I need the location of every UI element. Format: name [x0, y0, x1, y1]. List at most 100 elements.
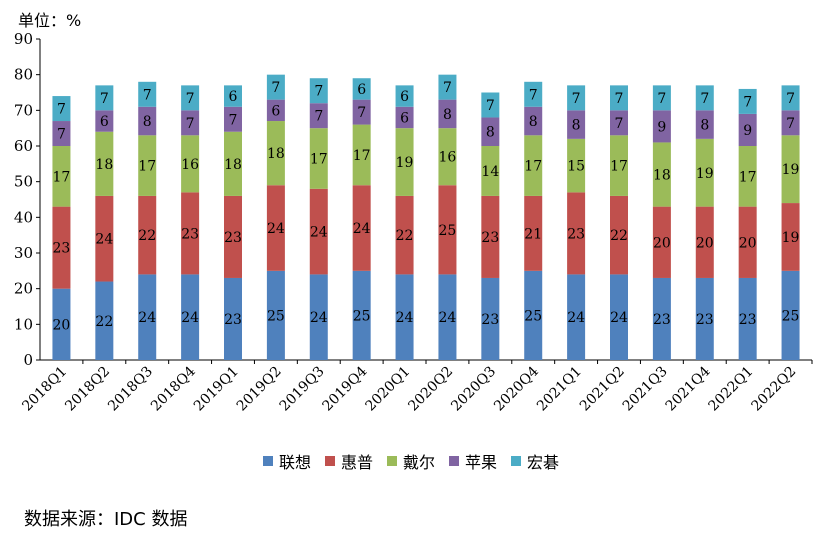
bar-segment	[309, 188, 328, 275]
y-tick-label: 10	[14, 315, 33, 333]
data-label: 19	[396, 155, 414, 171]
data-label: 7	[486, 98, 495, 114]
bar-segment	[610, 135, 628, 196]
legend-swatch	[511, 456, 522, 466]
data-label: 7	[57, 127, 66, 143]
bar-segment	[95, 131, 114, 196]
data-label: 7	[743, 94, 752, 110]
data-label: 22	[396, 228, 414, 244]
data-label: 20	[653, 235, 671, 251]
data-label: 22	[95, 314, 113, 330]
bar-segment	[181, 110, 200, 136]
bar-segment	[395, 85, 414, 107]
bar-segment	[181, 135, 200, 193]
bar-segment	[695, 138, 714, 207]
data-label: 6	[400, 89, 409, 105]
x-tick-label: 2022Q2	[748, 364, 799, 415]
data-label: 7	[615, 91, 624, 107]
data-label: 24	[138, 310, 156, 326]
data-label: 6	[400, 110, 409, 126]
data-label: 25	[353, 308, 371, 324]
bar-segment	[224, 195, 242, 278]
data-label: 25	[267, 308, 285, 324]
data-label: 23	[481, 230, 499, 246]
legend-item: 苹果	[449, 449, 497, 473]
data-label: 22	[138, 228, 156, 244]
bar-segment	[52, 121, 71, 146]
bar-segment	[309, 78, 328, 104]
data-label: 18	[653, 168, 671, 184]
data-label: 21	[524, 226, 542, 242]
y-tick-label: 20	[14, 280, 33, 298]
x-tick-label: 2018Q3	[105, 364, 156, 415]
data-label: 25	[439, 223, 457, 239]
data-label: 9	[743, 123, 752, 139]
bar-segment	[781, 135, 800, 204]
data-label: 14	[481, 164, 499, 180]
bar-segment	[138, 274, 157, 360]
bar-segment	[781, 85, 800, 111]
legend-swatch	[262, 456, 273, 466]
data-label: 23	[53, 241, 71, 257]
data-label: 17	[138, 159, 156, 175]
x-tick-label: 2021Q3	[620, 364, 671, 415]
y-tick-label: 0	[23, 351, 33, 369]
x-tick-label: 2020Q4	[491, 363, 542, 414]
data-label: 7	[786, 116, 795, 132]
bar-segment	[695, 206, 714, 278]
bar-segment	[352, 185, 371, 271]
data-label: 7	[615, 116, 624, 132]
bar-segment	[52, 146, 71, 207]
bar-segment	[138, 81, 157, 107]
bar-segment	[266, 74, 285, 100]
bar-segment	[395, 195, 414, 275]
data-label: 24	[353, 221, 371, 237]
unit-label: 单位：%	[18, 11, 82, 30]
data-label: 6	[100, 114, 109, 130]
x-tick-label: 2019Q4	[320, 363, 371, 414]
y-tick-label: 70	[14, 101, 33, 119]
data-label: 18	[267, 146, 285, 162]
data-label: 16	[181, 157, 199, 173]
data-label: 17	[524, 159, 542, 175]
data-label: 17	[353, 148, 371, 164]
bar-segment	[395, 128, 414, 196]
legend-label: 苹果	[465, 453, 498, 472]
bar-segment	[95, 85, 114, 111]
bar-segment	[567, 138, 586, 193]
legend-item: 联想	[262, 449, 311, 473]
x-tick-label: 2018Q4	[148, 363, 199, 414]
bar-segment	[781, 270, 800, 360]
data-label: 24	[310, 310, 328, 326]
y-tick-label: 40	[14, 208, 33, 226]
data-label: 8	[486, 125, 495, 141]
legend-swatch	[449, 456, 459, 466]
data-label: 7	[186, 91, 195, 107]
data-label: 17	[610, 159, 628, 175]
x-tick-label: 2020Q2	[405, 364, 456, 415]
legend-label: 惠普	[340, 453, 373, 472]
bar-segment	[652, 142, 671, 207]
data-label: 7	[271, 80, 280, 96]
y-tick-label: 50	[14, 173, 33, 191]
data-label: 17	[739, 169, 757, 185]
chart-legend: 联想 惠普 戴尔 苹果 宏碁	[0, 449, 822, 473]
data-label: 7	[529, 87, 538, 103]
data-label: 7	[100, 91, 109, 107]
data-label: 24	[610, 310, 628, 326]
data-label: 16	[439, 150, 457, 166]
data-label: 24	[181, 310, 199, 326]
data-label: 7	[314, 84, 323, 100]
bar-segment	[266, 270, 285, 360]
data-label: 7	[572, 91, 581, 107]
data-label: 8	[143, 114, 152, 130]
data-label: 6	[271, 103, 280, 119]
bar-segment	[395, 106, 414, 129]
data-label: 23	[181, 226, 199, 242]
data-label: 23	[739, 312, 757, 328]
bar-segment	[524, 81, 543, 107]
data-label: 17	[53, 169, 71, 185]
data-label: 25	[782, 308, 800, 324]
data-label: 24	[267, 221, 285, 237]
bar-segment	[95, 110, 114, 132]
